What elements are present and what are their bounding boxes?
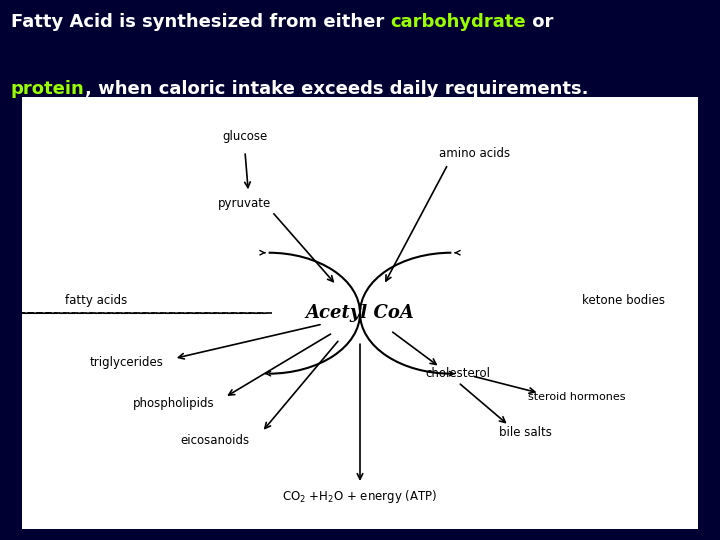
Text: , when caloric intake exceeds daily requirements.: , when caloric intake exceeds daily requ… <box>84 80 588 98</box>
Text: or: or <box>526 14 553 31</box>
Text: protein: protein <box>11 80 84 98</box>
Text: carbohydrate: carbohydrate <box>390 14 526 31</box>
Text: CO$_2$ +H$_2$O + energy (ATP): CO$_2$ +H$_2$O + energy (ATP) <box>282 488 438 505</box>
Text: Fatty Acid is synthesized from either: Fatty Acid is synthesized from either <box>11 14 390 31</box>
FancyBboxPatch shape <box>22 97 698 529</box>
Text: Acetyl CoA: Acetyl CoA <box>305 304 415 322</box>
Text: fatty acids: fatty acids <box>65 294 127 307</box>
Text: pyruvate: pyruvate <box>218 197 271 210</box>
Text: bile salts: bile salts <box>500 426 552 438</box>
Text: triglycerides: triglycerides <box>89 356 163 369</box>
Text: glucose: glucose <box>222 130 268 143</box>
Text: amino acids: amino acids <box>439 147 510 160</box>
Text: ketone bodies: ketone bodies <box>582 294 665 307</box>
Text: cholesterol: cholesterol <box>426 367 490 380</box>
Text: steroid hormones: steroid hormones <box>528 393 626 402</box>
Text: phospholipids: phospholipids <box>133 397 215 410</box>
Text: eicosanoids: eicosanoids <box>180 434 249 447</box>
